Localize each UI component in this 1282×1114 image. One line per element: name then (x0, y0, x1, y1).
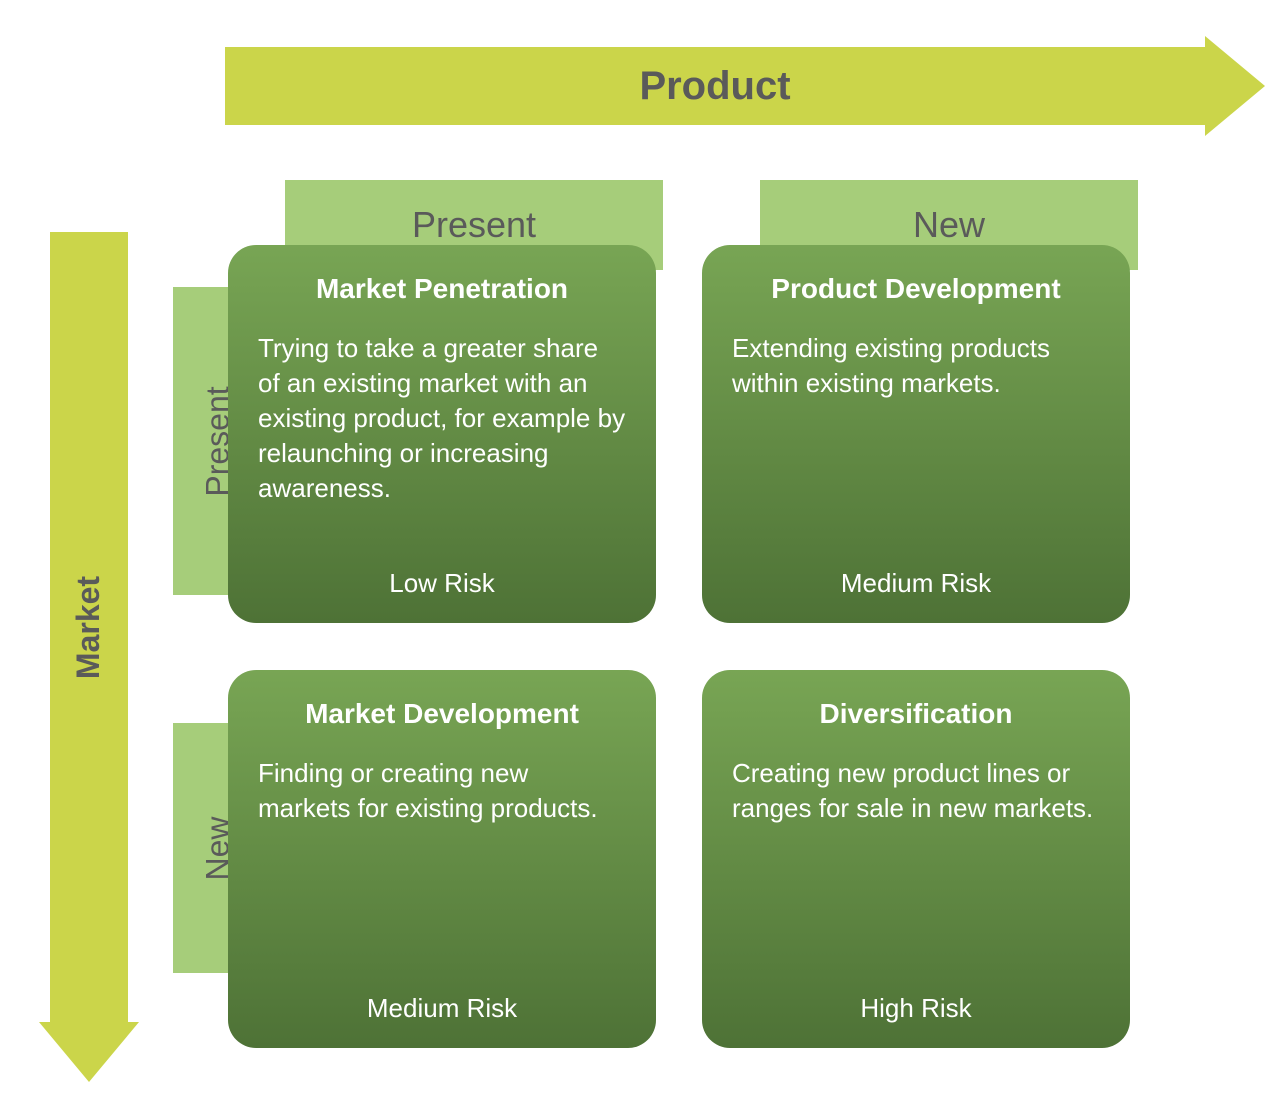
column-header-label: New (913, 204, 985, 246)
card-risk: Medium Risk (258, 993, 626, 1024)
card-title: Diversification (732, 698, 1100, 730)
card-title: Market Penetration (258, 273, 626, 305)
card-description: Extending existing products within exist… (732, 331, 1100, 558)
card-risk: High Risk (732, 993, 1100, 1024)
ansoff-matrix: Product Market Present New Present New M… (0, 0, 1282, 1114)
card-diversification: Diversification Creating new product lin… (702, 670, 1130, 1048)
card-product-development: Product Development Extending existing p… (702, 245, 1130, 623)
card-market-penetration: Market Penetration Trying to take a grea… (228, 245, 656, 623)
card-risk: Low Risk (258, 568, 626, 599)
market-axis-arrowhead (39, 1022, 139, 1082)
product-axis-label: Product (639, 64, 790, 109)
card-market-development: Market Development Finding or creating n… (228, 670, 656, 1048)
market-axis-label: Market (71, 575, 108, 678)
market-axis-arrow: Market (50, 232, 128, 1022)
card-title: Product Development (732, 273, 1100, 305)
column-header-label: Present (412, 204, 536, 246)
card-description: Finding or creating new markets for exis… (258, 756, 626, 983)
card-title: Market Development (258, 698, 626, 730)
product-axis-arrow: Product (225, 47, 1205, 125)
card-risk: Medium Risk (732, 568, 1100, 599)
card-description: Trying to take a greater share of an exi… (258, 331, 626, 558)
product-axis-arrowhead (1205, 36, 1265, 136)
card-description: Creating new product lines or ranges for… (732, 756, 1100, 983)
